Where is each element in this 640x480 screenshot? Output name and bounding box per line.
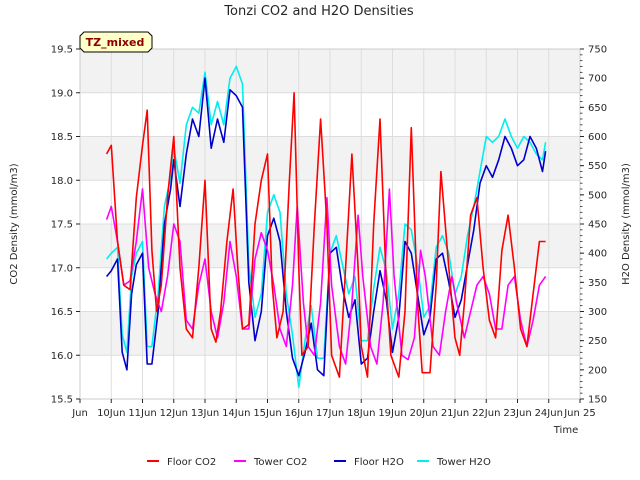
y-right-tick-label: 200 bbox=[588, 365, 607, 376]
x-tick-label: Jun 25 bbox=[563, 408, 596, 419]
legend-label: Tower CO2 bbox=[253, 457, 307, 468]
y-left-tick-label: 17.5 bbox=[51, 220, 73, 231]
site-badge: TZ_mixed bbox=[79, 31, 153, 53]
series-lines bbox=[105, 65, 547, 389]
x-tick-label: 18Jun bbox=[347, 408, 375, 419]
x-tick-label: 21Jun bbox=[441, 408, 469, 419]
x-tick-label: 16Jun bbox=[285, 408, 313, 419]
y-right-tick-label: 350 bbox=[588, 278, 607, 289]
y-right-tick-label: 150 bbox=[588, 395, 607, 406]
y-right-tick-label: 700 bbox=[588, 74, 607, 85]
y-left-tick-label: 17.0 bbox=[51, 263, 73, 274]
y-axis-left-label: CO2 Density (mmol/m3) bbox=[9, 163, 20, 284]
x-tick-label: 10Jun bbox=[97, 408, 125, 419]
y-right-tick-label: 250 bbox=[588, 336, 607, 347]
legend: Floor CO2 Tower CO2 Floor H2O Tower H2O bbox=[147, 457, 491, 468]
legend-item: Floor CO2 bbox=[147, 457, 216, 468]
x-tick-label: 24Jun bbox=[535, 408, 563, 419]
x-tick-label: 23Jun bbox=[503, 408, 531, 419]
legend-item: Tower H2O bbox=[417, 457, 491, 468]
y-right-tick-label: 550 bbox=[588, 161, 607, 172]
legend-label: Floor CO2 bbox=[167, 457, 216, 468]
site-badge-label: TZ_mixed bbox=[86, 36, 145, 49]
series-line-floor-h2o bbox=[105, 77, 547, 377]
x-tick-label: Jun bbox=[71, 408, 88, 419]
y-left-tick-label: 18.0 bbox=[51, 176, 73, 187]
series-line-floor-co2 bbox=[105, 92, 546, 378]
legend-label: Floor H2O bbox=[354, 457, 404, 468]
y-axis-right-label: H2O Density (mmol/m3) bbox=[621, 163, 632, 285]
x-tick-label: 11Jun bbox=[128, 408, 156, 419]
y-right-tick-label: 600 bbox=[588, 132, 607, 143]
y-right-tick-label: 650 bbox=[588, 103, 607, 114]
y-right-tick-label: 450 bbox=[588, 220, 607, 231]
y-right-tick-label: 750 bbox=[588, 45, 607, 56]
site-badge-box bbox=[79, 31, 153, 53]
y-right-tick-label: 500 bbox=[588, 190, 607, 201]
y-axis-right: 150 200 250 300 350 400 450 500 550 600 650 700 750 bbox=[580, 45, 607, 406]
x-tick-label: 14Jun bbox=[222, 408, 250, 419]
x-axis-label: Time bbox=[553, 425, 578, 436]
legend-label: Tower H2O bbox=[436, 457, 491, 468]
y-left-tick-label: 19.5 bbox=[51, 45, 73, 56]
x-tick-label: 19Jun bbox=[378, 408, 406, 419]
legend-item: Tower CO2 bbox=[234, 457, 307, 468]
y-right-tick-label: 300 bbox=[588, 307, 607, 318]
y-left-tick-label: 16.5 bbox=[51, 307, 73, 318]
legend-item: Floor H2O bbox=[334, 457, 404, 468]
x-tick-label: 22Jun bbox=[472, 408, 500, 419]
x-axis: Jun 10Jun 11Jun 12Jun 13Jun 14Jun 15Jun 16Jun 17… bbox=[71, 399, 596, 419]
x-tick-label: 13Jun bbox=[191, 408, 219, 419]
x-tick-label: 12Jun bbox=[160, 408, 188, 419]
chart-title: Tonzi CO2 and H2O Densities bbox=[223, 4, 414, 19]
y-left-tick-label: 18.5 bbox=[51, 132, 73, 143]
y-axis-left: 15.5 16.0 16.5 17.0 17.5 18.0 18.5 19.0 19.5 bbox=[51, 45, 80, 406]
y-left-tick-label: 16.0 bbox=[51, 351, 73, 362]
x-tick-label: 15Jun bbox=[253, 408, 281, 419]
x-tick-label: 17Jun bbox=[316, 408, 344, 419]
x-tick-label: 20Jun bbox=[410, 408, 438, 419]
y-left-tick-label: 15.5 bbox=[51, 395, 73, 406]
y-right-tick-label: 400 bbox=[588, 249, 607, 260]
y-left-tick-label: 19.0 bbox=[51, 88, 73, 99]
